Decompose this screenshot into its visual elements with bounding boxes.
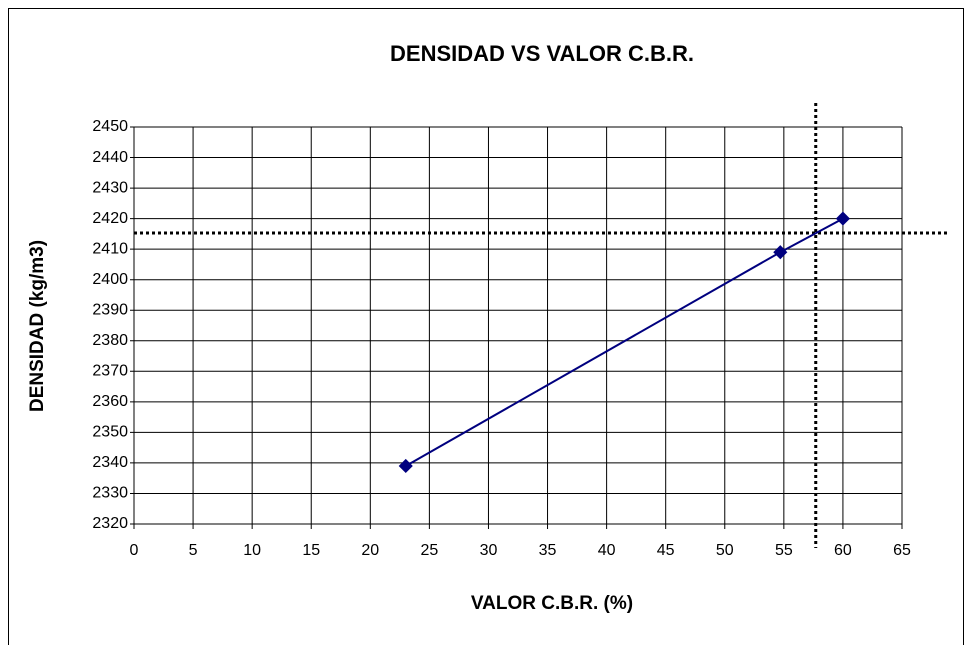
x-tick-label: 10 bbox=[243, 542, 261, 559]
data-point bbox=[398, 458, 413, 474]
x-tick-label: 60 bbox=[834, 542, 852, 559]
x-tick-label: 20 bbox=[361, 542, 379, 559]
y-tick-label: 2350 bbox=[92, 424, 128, 441]
x-tick-label: 30 bbox=[480, 542, 498, 559]
data-point bbox=[773, 245, 788, 260]
data-point bbox=[835, 211, 850, 226]
y-tick-label: 2360 bbox=[92, 393, 128, 410]
y-tick-label: 2380 bbox=[92, 332, 128, 349]
chart-frame bbox=[8, 8, 964, 650]
x-tick-label: 65 bbox=[893, 542, 911, 559]
x-tick-label: 0 bbox=[130, 542, 139, 559]
x-tick-label: 15 bbox=[302, 542, 320, 559]
x-tick-label: 5 bbox=[189, 542, 198, 559]
y-axis-label: DENSIDAD (kg/m3) bbox=[27, 240, 48, 412]
y-tick-label: 2420 bbox=[92, 210, 128, 227]
y-tick-label: 2400 bbox=[92, 271, 128, 288]
y-tick-label: 2390 bbox=[92, 301, 128, 318]
y-tick-label: 2340 bbox=[92, 454, 128, 471]
x-tick-label: 35 bbox=[539, 542, 557, 559]
y-tick-label: 2430 bbox=[92, 179, 128, 196]
x-tick-label: 45 bbox=[657, 542, 675, 559]
y-tick-label: 2330 bbox=[92, 485, 128, 502]
y-tick-label: 2440 bbox=[92, 149, 128, 166]
y-tick-label: 2320 bbox=[92, 515, 128, 532]
chart-title: DENSIDAD VS VALOR C.B.R. bbox=[390, 41, 694, 66]
x-axis-label: VALOR C.B.R. (%) bbox=[471, 593, 633, 614]
x-tick-label: 55 bbox=[775, 542, 793, 559]
x-tick-label: 40 bbox=[598, 542, 616, 559]
x-tick-label: 50 bbox=[716, 542, 734, 559]
y-tick-label: 2370 bbox=[92, 363, 128, 380]
x-tick-label: 25 bbox=[420, 542, 438, 559]
y-tick-label: 2410 bbox=[92, 240, 128, 257]
y-tick-label: 2450 bbox=[92, 118, 128, 135]
